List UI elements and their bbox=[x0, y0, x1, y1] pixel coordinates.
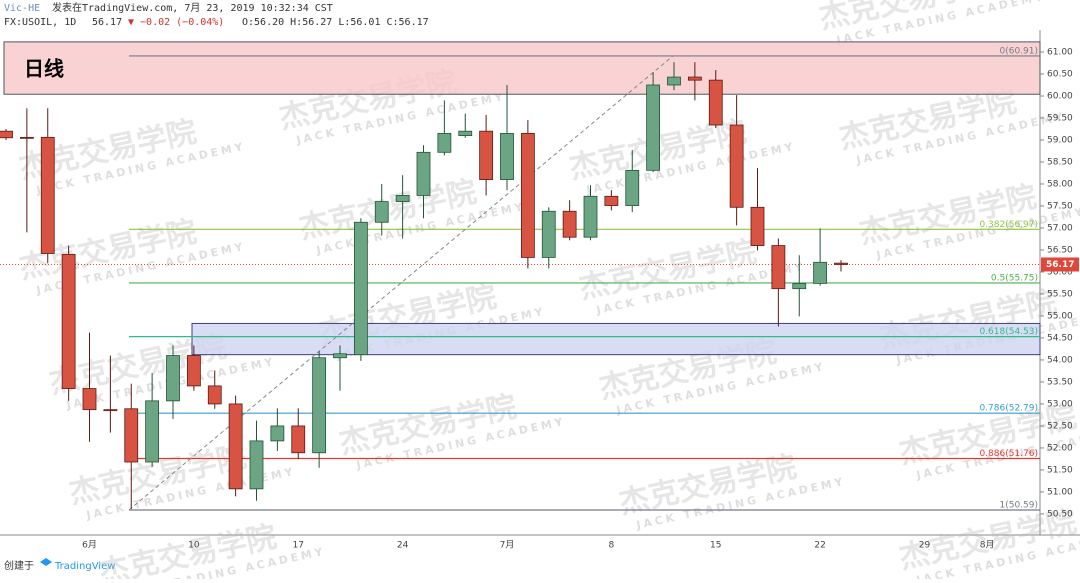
x-tick-label: 29 bbox=[919, 541, 931, 551]
candle-body bbox=[82, 388, 97, 411]
candle-body bbox=[562, 210, 577, 238]
candle-body bbox=[813, 261, 828, 284]
candle-body bbox=[166, 355, 180, 402]
fib-label: 0.382(56.97) bbox=[979, 220, 1038, 230]
candle-body bbox=[646, 84, 661, 171]
y-tick-label: 61.00 bbox=[1047, 47, 1073, 57]
x-tick-label: 8月 bbox=[980, 540, 995, 551]
change: ▼ −0.02 (−0.04%) bbox=[128, 17, 224, 28]
y-tick-label: 51.00 bbox=[1047, 487, 1073, 497]
x-tick-label: 7月 bbox=[500, 540, 515, 551]
y-tick-label: 56.00 bbox=[1047, 267, 1073, 277]
candle-body bbox=[270, 425, 285, 442]
x-tick-label: 24 bbox=[397, 541, 409, 551]
y-tick-label: 56.50 bbox=[1047, 245, 1073, 255]
candle-body bbox=[667, 76, 681, 86]
candle-body bbox=[479, 130, 494, 180]
zone bbox=[3, 41, 1041, 95]
candle-body bbox=[458, 130, 473, 136]
x-tick-label: 22 bbox=[814, 541, 825, 551]
candle-body bbox=[792, 282, 807, 290]
x-tick-label: 17 bbox=[293, 541, 304, 551]
logo bbox=[40, 558, 52, 566]
y-tick-label: 53.50 bbox=[1047, 377, 1073, 387]
candle-body bbox=[374, 201, 389, 223]
footer-created: 创建于 bbox=[4, 559, 34, 572]
candle-body bbox=[19, 136, 34, 139]
y-tick-label: 53.00 bbox=[1047, 399, 1073, 409]
candle-body bbox=[625, 169, 640, 206]
candle-body bbox=[0, 130, 13, 139]
y-tick-label: 60.00 bbox=[1047, 91, 1073, 101]
author: Vic-HE bbox=[4, 3, 40, 14]
candle-body bbox=[353, 221, 368, 356]
candle-body bbox=[416, 151, 431, 196]
y-tick-label: 54.00 bbox=[1047, 355, 1073, 365]
last-price-text: 56.17 bbox=[92, 17, 122, 28]
candle-body bbox=[500, 132, 514, 180]
fib-label: 0.5(55.75) bbox=[991, 273, 1038, 283]
symbol: FX:USOIL, 1D bbox=[4, 17, 76, 28]
candle-body bbox=[186, 355, 201, 387]
published: 发表在TradingView.com, 7月 23, 2019 10:32:34… bbox=[52, 1, 333, 14]
candle-body bbox=[687, 76, 702, 81]
candle-body bbox=[708, 79, 723, 126]
x-tick-label: 8 bbox=[609, 541, 615, 551]
candle-body bbox=[395, 195, 410, 202]
candle-body bbox=[291, 425, 306, 454]
y-tick-label: 58.50 bbox=[1047, 157, 1073, 167]
y-tick-label: 50.50 bbox=[1047, 509, 1073, 519]
candle-body bbox=[124, 408, 139, 463]
y-tick-label: 55.00 bbox=[1047, 311, 1073, 321]
y-tick-label: 57.50 bbox=[1047, 201, 1073, 211]
fib-label: 0.618(54.53) bbox=[979, 327, 1038, 337]
trend-line bbox=[128, 55, 674, 511]
x-tick-label: 6月 bbox=[82, 540, 97, 551]
candle-body bbox=[249, 440, 264, 490]
zone-label: 日线 bbox=[24, 57, 64, 81]
candle-body bbox=[145, 400, 160, 463]
candle-body bbox=[312, 357, 327, 454]
candle-body bbox=[583, 195, 598, 238]
last-price-label: 56.17 bbox=[1046, 260, 1074, 270]
x-tick-label: 15 bbox=[710, 541, 721, 551]
ohlc: O:56.20 H:56.27 L:56.01 C:56.17 bbox=[242, 17, 429, 28]
candle-body bbox=[604, 195, 619, 206]
candle-body bbox=[834, 262, 848, 265]
candle-body bbox=[207, 385, 222, 405]
candle-body bbox=[771, 245, 786, 290]
candle-body bbox=[61, 253, 76, 389]
candle-body bbox=[437, 132, 452, 153]
y-tick-label: 52.00 bbox=[1047, 443, 1073, 453]
zone bbox=[191, 322, 1041, 356]
candle-body bbox=[541, 210, 556, 258]
x-tick-label: 10 bbox=[188, 541, 200, 551]
y-tick-label: 55.50 bbox=[1047, 289, 1073, 299]
candle-body bbox=[40, 136, 55, 254]
y-tick-label: 60.50 bbox=[1047, 69, 1073, 79]
candle-body bbox=[103, 409, 118, 412]
y-tick-label: 57.00 bbox=[1047, 223, 1073, 233]
candle-body bbox=[333, 353, 347, 359]
fib-label: 0.786(52.79) bbox=[979, 404, 1038, 414]
fib-label: 0.886(51.76) bbox=[979, 449, 1038, 459]
y-tick-label: 51.50 bbox=[1047, 465, 1073, 475]
last-price-box bbox=[1041, 257, 1079, 272]
y-tick-label: 52.50 bbox=[1047, 421, 1073, 431]
y-tick-label: 54.50 bbox=[1047, 333, 1073, 343]
y-tick-label: 59.00 bbox=[1047, 135, 1073, 145]
candle-body bbox=[228, 403, 243, 490]
candle-body bbox=[750, 206, 765, 246]
candle-body bbox=[729, 124, 744, 208]
y-tick-label: 59.50 bbox=[1047, 113, 1073, 123]
y-tick-label: 58.00 bbox=[1047, 179, 1073, 189]
candle-body bbox=[520, 132, 535, 258]
fib-label: 1(50.59) bbox=[999, 500, 1038, 510]
footer-brand: TradingView bbox=[54, 561, 115, 572]
fib-label: 0(60.91) bbox=[999, 46, 1038, 56]
